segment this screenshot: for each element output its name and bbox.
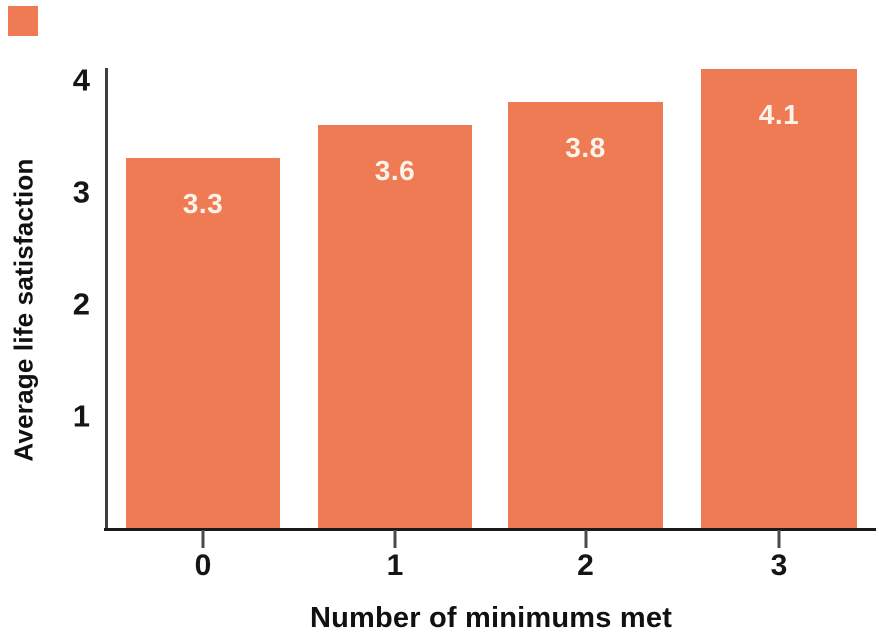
x-tick-label: 0 [194,549,212,582]
x-axis-line [104,528,876,531]
brand-square [8,6,38,36]
x-tick-mark [584,530,587,548]
bar-value-label: 3.8 [565,132,606,163]
y-tick-label: 3 [72,174,90,210]
bar-3-minimums: 4.1 [701,69,857,528]
x-axis-title: Number of minimums met [309,602,673,634]
y-axis-line [105,68,108,529]
y-tick-label: 1 [72,398,90,434]
x-tick-mark [777,530,781,548]
bar-value-label: 3.3 [182,188,224,219]
x-tick-label: 3 [770,549,788,582]
bar-0-minimums: 3.3 [126,158,280,528]
bar-1-minimum: 3.6 [318,125,472,528]
bar-2-minimums: 3.8 [508,102,663,528]
x-tick-mark [201,530,205,548]
x-tick-mark [393,530,397,548]
y-tick-label: 4 [72,62,90,98]
bar-value-label: 4.1 [758,99,800,130]
bar-value-label: 3.6 [374,155,416,186]
y-tick-label: 2 [72,286,90,322]
x-tick-label: 1 [386,549,404,582]
x-tick-label: 2 [577,549,594,582]
